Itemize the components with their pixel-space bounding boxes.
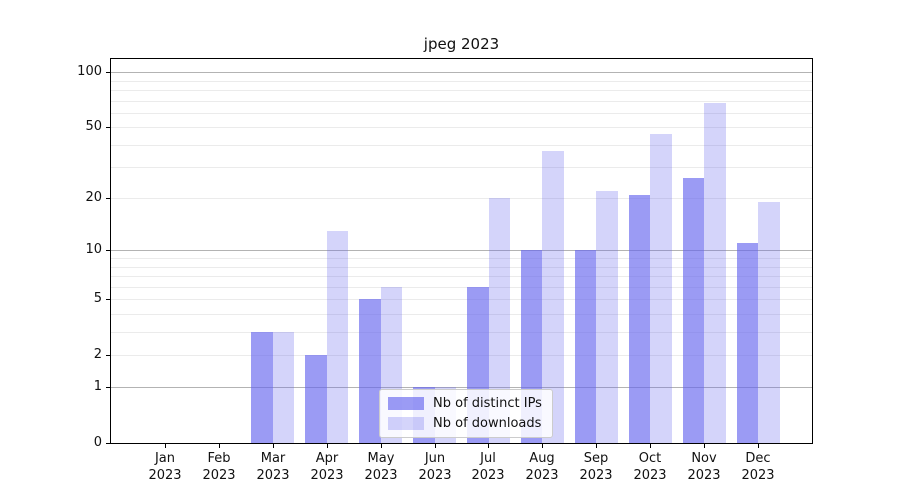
legend-entry-downloads: Nb of downloads [388,416,542,431]
y-tick-50 [106,127,110,128]
gridline-minor-2 [111,354,812,356]
x-tick-label-apr-2023: Apr 2023 [310,451,344,483]
bar-nb-of-downloads-sep-2023 [596,191,618,443]
x-tick-label-feb-2023: Feb 2023 [202,451,236,483]
gridline-minor-20 [111,198,812,200]
legend-swatch-downloads [388,417,424,430]
y-tick-label-0: 0 [93,435,102,450]
x-tick-nov-2023 [704,444,705,448]
gridline-minor-90 [111,80,812,82]
bar-nb-of-downloads-oct-2023 [650,133,672,443]
gridline-minor-5 [111,299,812,300]
gridline-minor-3 [111,331,812,333]
bar-nb-of-distinct-ips-dec-2023 [736,243,759,443]
y-tick-10 [106,250,110,251]
x-tick-label-jun-2023: Jun 2023 [418,451,452,483]
bar-nb-of-downloads-dec-2023 [758,202,780,443]
bar-nb-of-distinct-ips-apr-2023 [305,354,327,443]
x-tick-jan-2023 [165,444,166,448]
gridline-minor-50 [111,127,812,129]
x-tick-dec-2023 [758,444,759,448]
y-tick-label-50: 50 [85,119,102,134]
x-tick-label-nov-2023: Nov 2023 [687,451,721,483]
legend-label-distinct-ips: Nb of distinct IPs [433,396,542,411]
x-tick-mar-2023 [273,444,274,448]
y-tick-label-1: 1 [93,379,102,394]
legend-swatch-distinct-ips [388,397,424,410]
x-tick-oct-2023 [650,444,651,448]
y-tick-label-20: 20 [85,190,102,205]
gridline-minor-70 [111,100,812,102]
bar-nb-of-downloads-nov-2023 [704,102,726,443]
x-tick-label-dec-2023: Dec 2023 [741,451,775,483]
bar-nb-of-distinct-ips-sep-2023 [574,250,597,443]
bar-nb-of-distinct-ips-may-2023 [359,299,381,443]
plot-area: Nb of distinct IPs Nb of downloads [110,58,813,444]
x-tick-label-sep-2023: Sep 2023 [579,451,613,483]
x-tick-label-jul-2023: Jul 2023 [471,451,505,483]
gridline-minor-7 [111,275,812,277]
gridline-minor-40 [111,144,812,146]
x-tick-label-may-2023: May 2023 [364,451,398,483]
gridline-minor-6 [111,286,812,288]
x-tick-aug-2023 [542,444,543,448]
gridline-minor-4 [111,313,812,315]
y-tick-label-10: 10 [85,242,102,257]
y-tick-label-2: 2 [93,347,102,362]
legend: Nb of distinct IPs Nb of downloads [379,389,553,438]
x-tick-jun-2023 [435,444,436,448]
y-tick-label-5: 5 [93,291,102,306]
x-tick-sep-2023 [596,444,597,448]
bar-nb-of-distinct-ips-oct-2023 [628,194,651,443]
y-tick-100 [106,72,110,73]
x-tick-label-jan-2023: Jan 2023 [148,451,182,483]
gridline-minor-80 [111,89,812,91]
bar-nb-of-downloads-apr-2023 [326,231,349,443]
gridline-minor-9 [111,258,812,259]
gridline-major-10 [111,250,812,252]
y-tick-5 [106,299,110,300]
legend-label-downloads: Nb of downloads [433,416,542,431]
bar-nb-of-downloads-mar-2023 [272,331,295,443]
x-tick-label-oct-2023: Oct 2023 [633,451,667,483]
bar-nb-of-distinct-ips-nov-2023 [682,178,705,443]
gridline-minor-30 [111,167,812,169]
x-tick-apr-2023 [327,444,328,448]
y-tick-0 [106,443,110,444]
bar-nb-of-distinct-ips-mar-2023 [251,331,273,443]
gridline-minor-60 [111,112,812,114]
y-tick-2 [106,355,110,356]
bar-nb-of-downloads-jul-2023 [488,198,510,443]
chart-title: jpeg 2023 [423,35,500,53]
gridline-minor-8 [111,266,812,268]
gridline-major-100 [111,72,812,74]
x-tick-may-2023 [381,444,382,448]
x-tick-jul-2023 [488,444,489,448]
legend-entry-distinct-ips: Nb of distinct IPs [388,396,542,411]
x-tick-label-mar-2023: Mar 2023 [256,451,290,483]
x-tick-feb-2023 [219,444,220,448]
bar-nb-of-downloads-aug-2023 [542,150,564,443]
gridline-major-1 [111,387,812,389]
x-tick-label-aug-2023: Aug 2023 [525,451,559,483]
y-tick-label-100: 100 [77,64,102,79]
y-tick-20 [106,198,110,199]
y-tick-1 [106,387,110,388]
